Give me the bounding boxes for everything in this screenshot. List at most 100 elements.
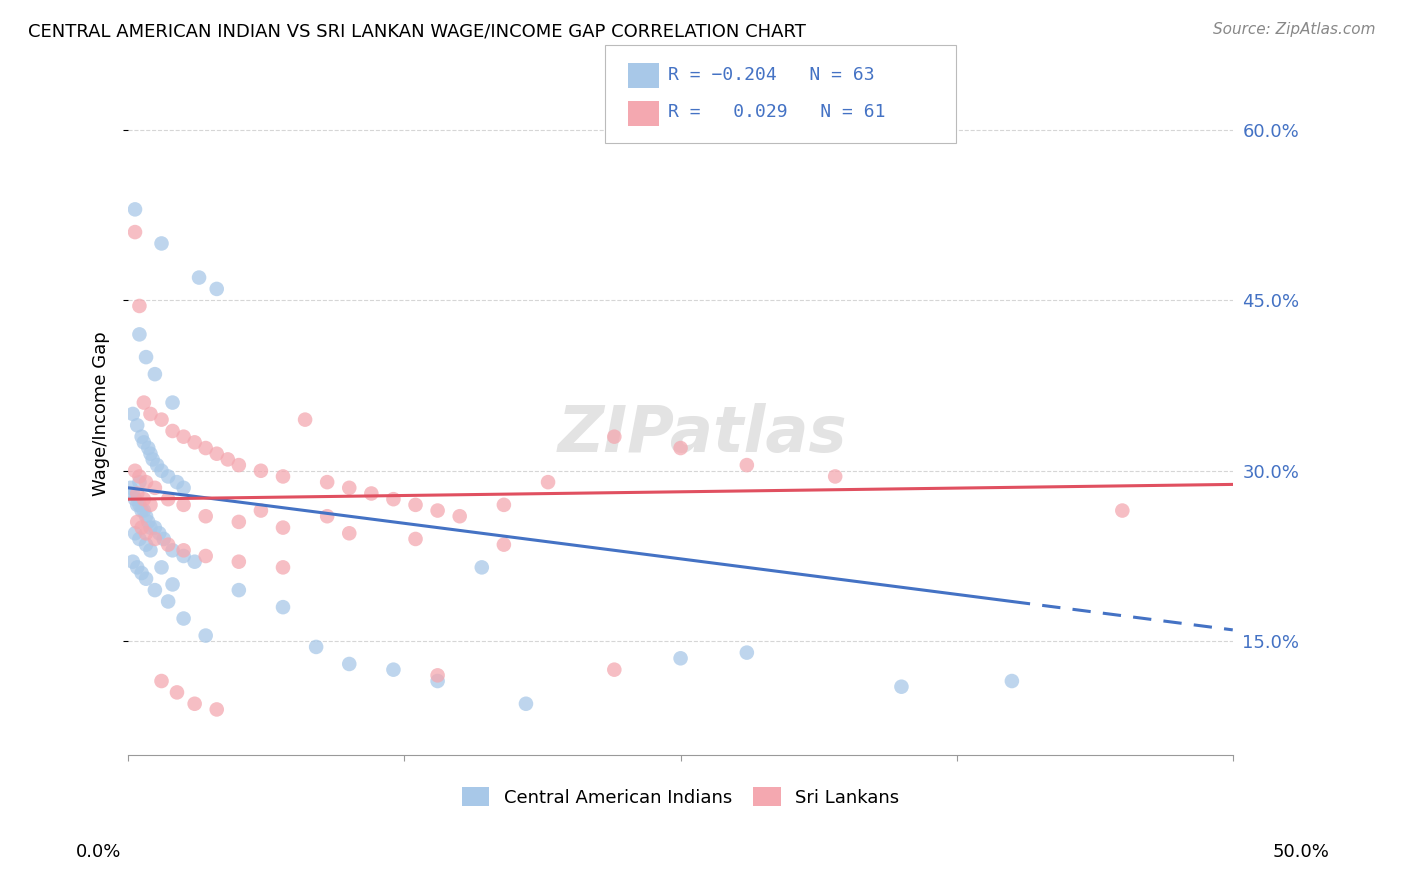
Point: [173, 611, 195, 625]
Text: Source: ZipAtlas.com: Source: ZipAtlas.com: [1212, 22, 1375, 37]
Point: [128, 498, 150, 512]
Point: [127, 515, 149, 529]
Point: [135, 538, 157, 552]
Point: [337, 481, 360, 495]
Point: [173, 543, 195, 558]
Point: [271, 469, 294, 483]
Point: [121, 555, 143, 569]
Point: [143, 583, 166, 598]
Point: [194, 509, 217, 524]
Point: [426, 503, 449, 517]
Point: [471, 560, 494, 574]
Point: [136, 515, 159, 529]
Point: [603, 663, 626, 677]
Point: [1001, 673, 1024, 688]
Point: [131, 520, 153, 534]
Point: [121, 486, 143, 500]
Text: R = −0.204   N = 63: R = −0.204 N = 63: [668, 66, 875, 84]
Point: [162, 395, 184, 409]
Point: [157, 594, 180, 608]
Point: [150, 673, 173, 688]
Point: [162, 577, 184, 591]
Point: [271, 560, 294, 574]
Point: [135, 475, 157, 490]
Point: [405, 532, 427, 546]
Point: [492, 538, 515, 552]
Point: [131, 430, 153, 444]
Point: [127, 486, 149, 500]
Point: [142, 452, 165, 467]
Point: [131, 503, 153, 517]
Point: [316, 475, 339, 490]
Point: [305, 640, 328, 654]
Point: [426, 673, 449, 688]
Point: [135, 509, 157, 524]
Point: [139, 407, 162, 421]
Point: [128, 475, 150, 490]
Point: [669, 441, 692, 455]
Point: [128, 469, 150, 483]
Point: [143, 532, 166, 546]
Point: [124, 526, 146, 541]
Text: R =   0.029   N = 61: R = 0.029 N = 61: [668, 103, 886, 121]
Point: [360, 486, 382, 500]
Point: [183, 697, 205, 711]
Point: [316, 509, 339, 524]
Point: [669, 651, 692, 665]
Point: [166, 475, 188, 490]
Point: [537, 475, 560, 490]
Point: [135, 350, 157, 364]
Text: ZIPatlas: ZIPatlas: [558, 403, 848, 466]
Point: [228, 515, 250, 529]
Point: [250, 503, 273, 517]
Point: [228, 583, 250, 598]
Point: [152, 532, 174, 546]
Y-axis label: Wage/Income Gap: Wage/Income Gap: [93, 332, 110, 496]
Point: [173, 481, 195, 495]
Point: [166, 685, 188, 699]
Point: [127, 498, 149, 512]
Point: [120, 481, 142, 495]
Point: [250, 464, 273, 478]
Legend: Central American Indians, Sri Lankans: Central American Indians, Sri Lankans: [454, 780, 907, 814]
Point: [135, 572, 157, 586]
Point: [337, 657, 360, 671]
Point: [150, 236, 173, 251]
Point: [217, 452, 239, 467]
Point: [426, 668, 449, 682]
Point: [139, 498, 162, 512]
Point: [183, 435, 205, 450]
Point: [382, 663, 405, 677]
Point: [515, 697, 537, 711]
Point: [139, 520, 162, 534]
Point: [128, 532, 150, 546]
Point: [150, 412, 173, 426]
Point: [124, 492, 146, 507]
Point: [890, 680, 912, 694]
Point: [139, 543, 162, 558]
Point: [127, 418, 149, 433]
Point: [136, 441, 159, 455]
Point: [162, 543, 184, 558]
Point: [173, 498, 195, 512]
Point: [150, 560, 173, 574]
Point: [188, 270, 211, 285]
Point: [294, 412, 316, 426]
Point: [148, 526, 170, 541]
Point: [205, 702, 228, 716]
Point: [146, 458, 169, 472]
Point: [157, 469, 180, 483]
Point: [132, 492, 155, 507]
Point: [824, 469, 846, 483]
Point: [127, 560, 149, 574]
Point: [735, 646, 758, 660]
Point: [124, 464, 146, 478]
Point: [271, 600, 294, 615]
Point: [124, 225, 146, 239]
Point: [143, 367, 166, 381]
Point: [1111, 503, 1133, 517]
Point: [132, 503, 155, 517]
Point: [124, 202, 146, 217]
Point: [128, 327, 150, 342]
Point: [173, 549, 195, 563]
